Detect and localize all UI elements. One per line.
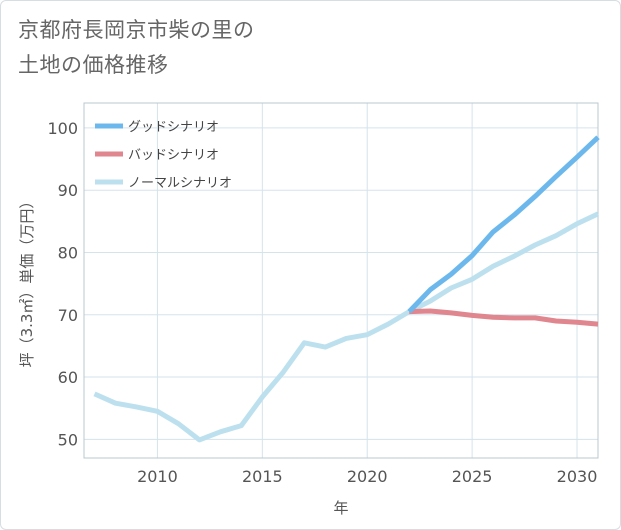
chart-title: 京都府長岡京市柴の里の 土地の価格推移 [18, 13, 255, 83]
x-tick-label: 2015 [242, 467, 283, 486]
x-tick-label: 2030 [557, 467, 598, 486]
legend-label-1: バッドシナリオ [128, 148, 219, 163]
y-tick-label: 80 [58, 243, 78, 262]
x-tick-label: 2010 [137, 467, 178, 486]
chart-title-line-2: 土地の価格推移 [18, 53, 169, 77]
plot-frame [83, 102, 599, 459]
y-tick-label: 70 [58, 306, 78, 325]
y-tick-label: 60 [58, 368, 78, 387]
legend-label-2: ノーマルシナリオ [128, 176, 232, 191]
y-tick-label: 100 [47, 119, 78, 138]
x-tick-label: 2025 [452, 467, 493, 486]
y-axis-label: 坪（3.3㎡）単価（万円） [18, 194, 36, 368]
series-line-2 [93, 211, 600, 443]
tick-labels: 2010 2015 2020 2025 2030 50 60 70 80 90 100 [47, 119, 597, 486]
chart-title-line-1: 京都府長岡京市柴の里の [18, 18, 255, 42]
x-axis-label: 年 [333, 499, 348, 517]
series-line-0 [407, 135, 600, 314]
legend-label-0: グッドシナリオ [128, 120, 219, 135]
series-line-1 [409, 308, 599, 327]
x-tick-label: 2020 [347, 467, 388, 486]
series-layer [93, 135, 600, 443]
y-tick-label: 90 [58, 181, 78, 200]
y-tick-label: 50 [58, 430, 78, 449]
